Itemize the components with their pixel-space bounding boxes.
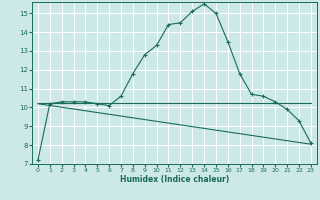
X-axis label: Humidex (Indice chaleur): Humidex (Indice chaleur) xyxy=(120,175,229,184)
